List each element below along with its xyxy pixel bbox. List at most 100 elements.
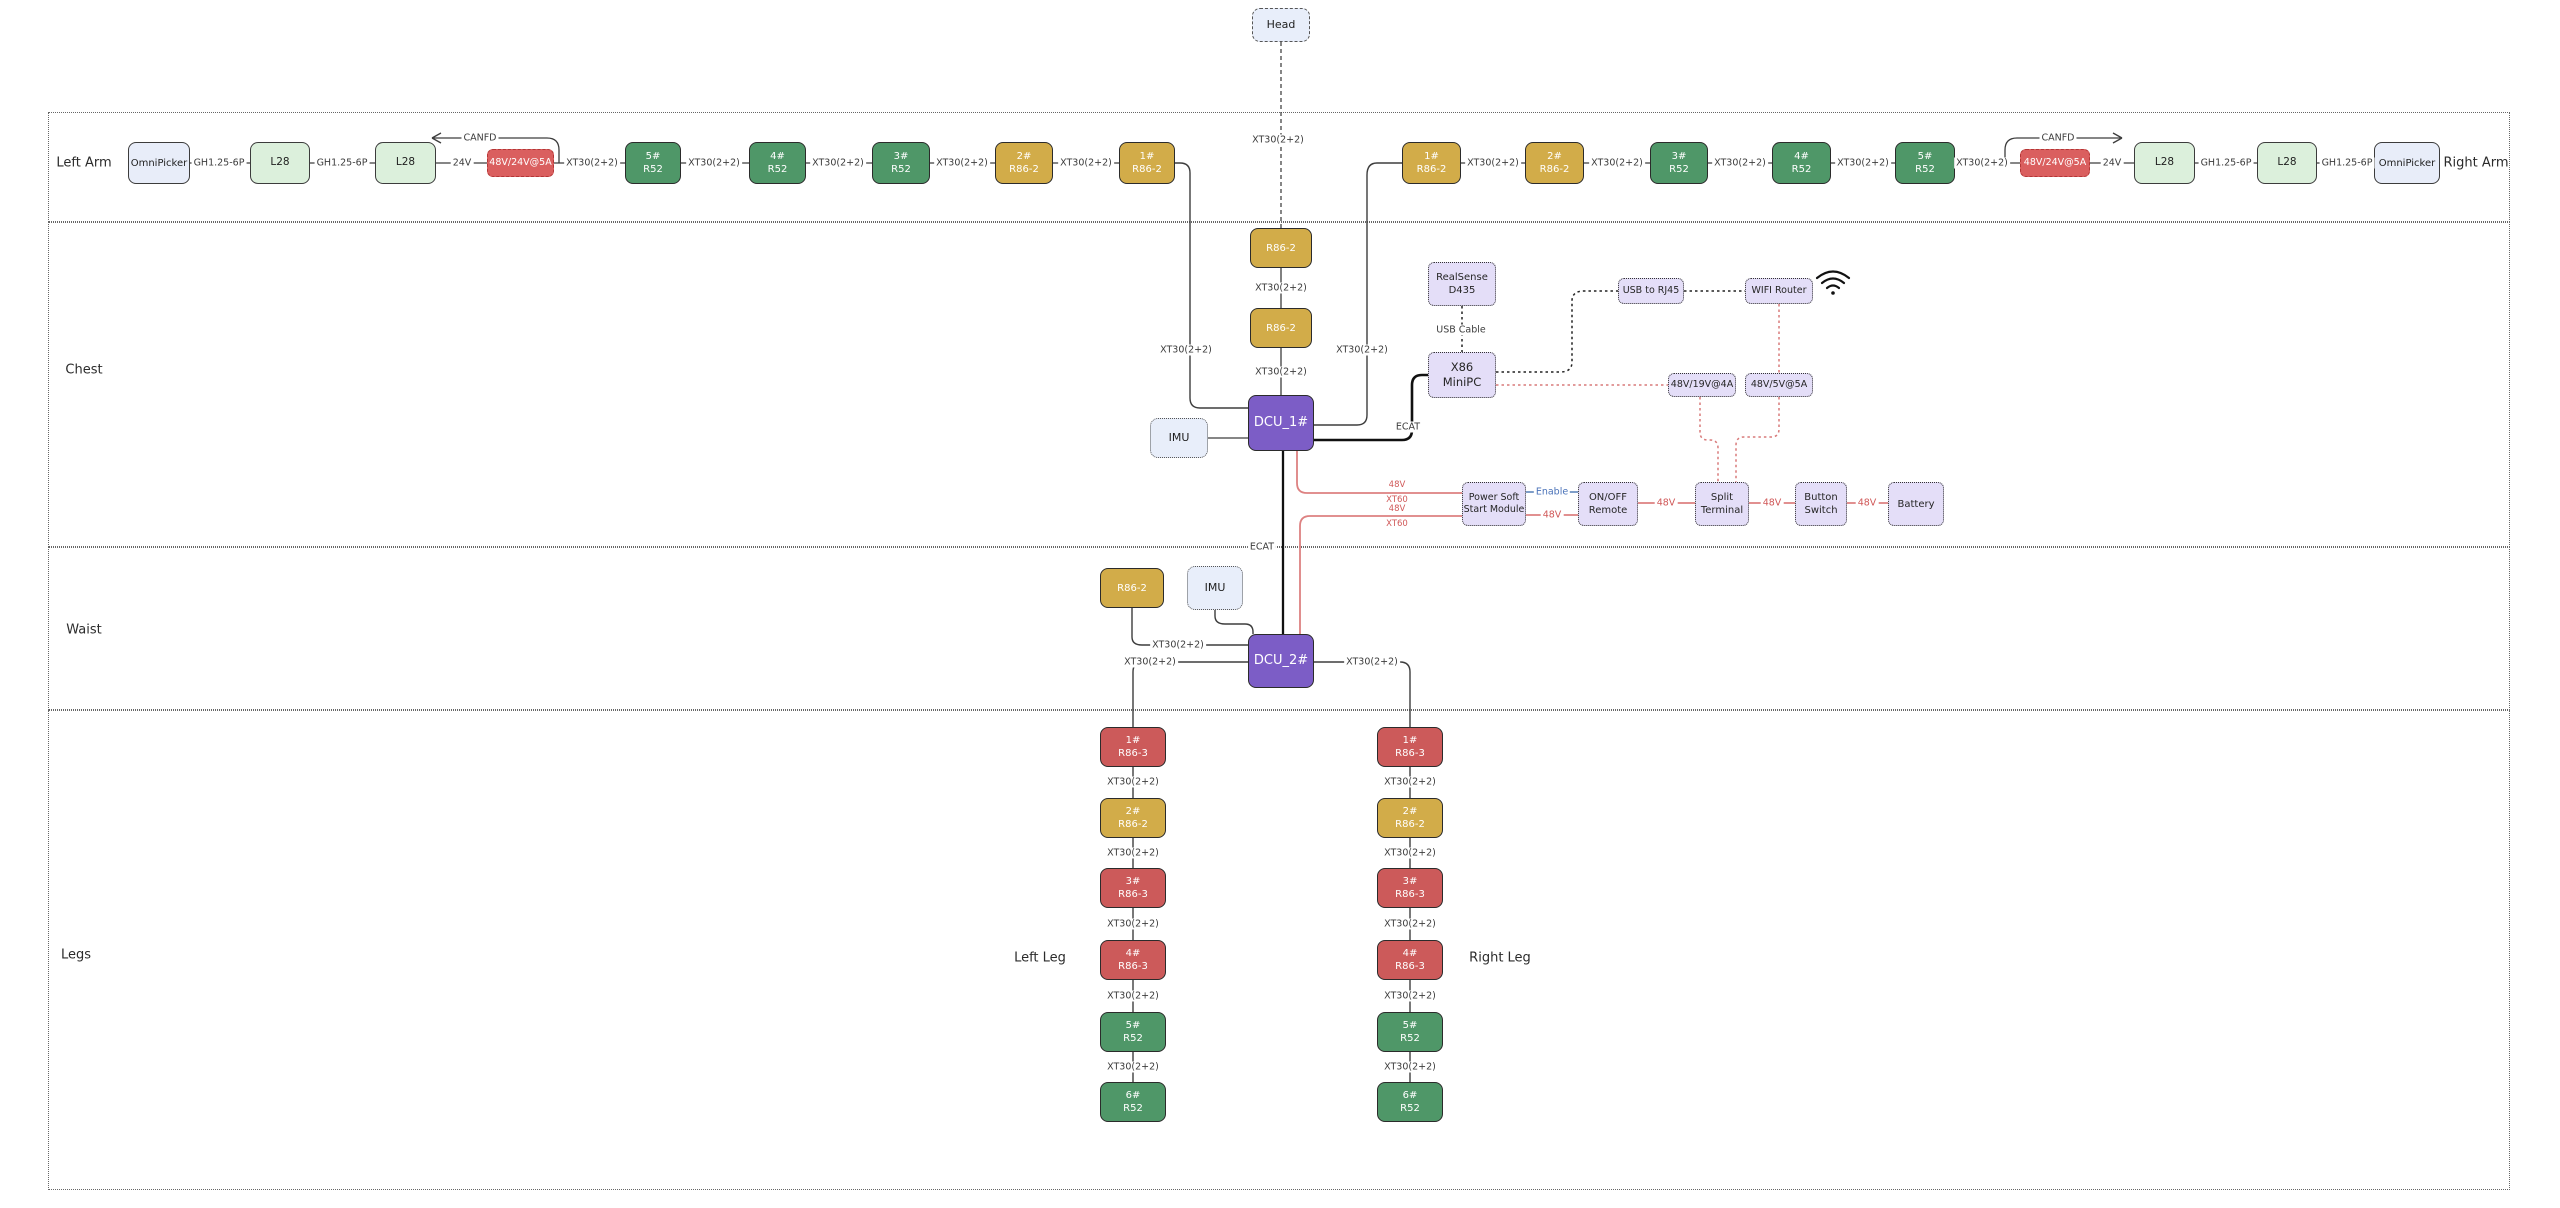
edge-label: XT30(2+2) (686, 157, 742, 169)
node-left-leg-4: 4# R86-3 (1100, 940, 1166, 980)
node-r86-left-2: 2# R86-2 (995, 142, 1053, 184)
leg-chain-lines (1132, 767, 1411, 1082)
region-label-left-arm: Left Arm (56, 155, 112, 171)
ecat-lines (1281, 373, 1428, 634)
wifi-icon (1815, 270, 1851, 295)
node-r52-left-5: 5# R52 (625, 142, 681, 184)
edge-label: XT30(2+2) (810, 157, 866, 169)
region-label-right-arm: Right Arm (2443, 155, 2509, 171)
node-left-leg-3: 3# R86-3 (1100, 868, 1166, 908)
edge-label: GH1.25-6P (2198, 157, 2254, 169)
node-battery: Battery (1888, 482, 1944, 526)
edge-label: USB Cable (1434, 324, 1488, 336)
edge-label: XT30(2+2) (1253, 282, 1309, 294)
node-imu-waist: IMU (1187, 566, 1243, 610)
node-button-switch: Button Switch (1795, 482, 1847, 526)
edge-label: CANFD (2039, 132, 2077, 144)
node-r86-waist: R86-2 (1100, 568, 1164, 608)
node-right-leg-6: 6# R52 (1377, 1082, 1443, 1122)
edge-label: XT60 (1384, 519, 1410, 529)
edge-label: Enable (1533, 486, 1571, 498)
node-right-leg-2: 2# R86-2 (1377, 798, 1443, 838)
edge-label: XT30(2+2) (1382, 847, 1438, 859)
edge-label: XT30(2+2) (1158, 344, 1214, 356)
edge-label: 48V (1386, 480, 1408, 490)
node-r86-left-1: 1# R86-2 (1119, 142, 1175, 184)
edge-label: 48V (1760, 497, 1784, 509)
edge-label: 24V (450, 157, 474, 169)
node-left-leg-1: 1# R86-3 (1100, 727, 1166, 767)
edge-label: XT30(2+2) (1122, 656, 1178, 668)
section-waist (48, 547, 2510, 710)
node-left-leg-6: 6# R52 (1100, 1082, 1166, 1122)
node-r52-right-5: 5# R52 (1895, 142, 1955, 184)
node-left-leg-2: 2# R86-2 (1100, 798, 1166, 838)
node-imu-chest: IMU (1150, 418, 1208, 458)
node-r52-left-3: 3# R52 (872, 142, 930, 184)
node-r86-neck-1: R86-2 (1250, 228, 1312, 268)
edge-label: XT30(2+2) (1344, 656, 1400, 668)
node-right-leg-5: 5# R52 (1377, 1012, 1443, 1052)
node-converter-48v-5v: 48V/5V@5A (1745, 373, 1813, 397)
node-dcu-1: DCU_1# (1248, 395, 1314, 451)
section-chest (48, 222, 2510, 547)
node-converter-48v-24v-left: 48V/24V@5A (487, 149, 554, 177)
edge-label: XT30(2+2) (1334, 344, 1390, 356)
edge-label: XT30(2+2) (1253, 366, 1309, 378)
node-left-leg-5: 5# R52 (1100, 1012, 1166, 1052)
node-on-off-remote: ON/OFF Remote (1578, 482, 1638, 526)
node-x86-minipc: X86 MiniPC (1428, 352, 1496, 398)
node-right-leg-1: 1# R86-3 (1377, 727, 1443, 767)
region-label-chest: Chest (65, 362, 103, 378)
node-r86-right-2: 2# R86-2 (1525, 142, 1584, 184)
edge-label: XT30(2+2) (1105, 1061, 1161, 1073)
edge-label: 48V (1654, 497, 1678, 509)
node-r52-right-3: 3# R52 (1650, 142, 1708, 184)
edge-label: XT30(2+2) (1150, 639, 1206, 651)
node-right-leg-4: 4# R86-3 (1377, 940, 1443, 980)
edge-label: 24V (2100, 157, 2124, 169)
section-arms (48, 112, 2510, 222)
edge-label: XT30(2+2) (1105, 776, 1161, 788)
edge-label: ECAT (1393, 421, 1423, 433)
region-label-left-leg: Left Leg (1014, 950, 1066, 966)
edge-label: XT30(2+2) (934, 157, 990, 169)
edge-label: XT30(2+2) (1105, 847, 1161, 859)
node-wifi-router: WIFI Router (1745, 278, 1813, 304)
edge-label: ECAT (1247, 541, 1277, 553)
edge-label: XT30(2+2) (1105, 918, 1161, 930)
region-label-waist: Waist (66, 622, 102, 638)
edge-label: XT30(2+2) (1058, 157, 1114, 169)
edge-label: XT30(2+2) (1954, 157, 2010, 169)
edge-label: 48V (1386, 504, 1408, 514)
edge-label: XT30(2+2) (1835, 157, 1891, 169)
node-l28-right-1: L28 (2134, 142, 2195, 184)
canfd-lines (431, 132, 2123, 163)
edge-label: XT30(2+2) (1250, 134, 1306, 146)
node-realsense-d435: RealSense D435 (1428, 262, 1496, 306)
node-converter-48v-19v: 48V/19V@4A (1668, 373, 1736, 397)
dc-power-dotted-lines (1496, 304, 1780, 482)
edge-label: XT30(2+2) (1589, 157, 1645, 169)
edge-label: XT30(2+2) (1712, 157, 1768, 169)
node-head: Head (1252, 8, 1310, 42)
edge-label: XT30(2+2) (1465, 157, 1521, 169)
node-l28-right-2: L28 (2257, 142, 2317, 184)
node-r52-left-4: 4# R52 (749, 142, 806, 184)
node-r86-neck-2: R86-2 (1250, 308, 1312, 348)
edge-label: XT60 (1384, 495, 1410, 505)
region-label-right-leg: Right Leg (1469, 950, 1531, 966)
node-l28-left-1: L28 (250, 142, 310, 184)
edge-label: XT30(2+2) (1382, 918, 1438, 930)
edge-label: GH1.25-6P (2319, 157, 2375, 169)
edge-label: XT30(2+2) (1105, 990, 1161, 1002)
node-l28-left-2: L28 (375, 142, 436, 184)
node-usb-to-rj45: USB to RJ45 (1618, 278, 1684, 304)
node-split-terminal: Split Terminal (1695, 482, 1749, 526)
node-omnipicker-right: OmniPicker (2374, 142, 2440, 184)
section-legs (48, 710, 2510, 1190)
edge-label: 48V (1540, 509, 1564, 521)
node-dcu-2: DCU_2# (1248, 634, 1314, 688)
edge-label: XT30(2+2) (564, 157, 620, 169)
